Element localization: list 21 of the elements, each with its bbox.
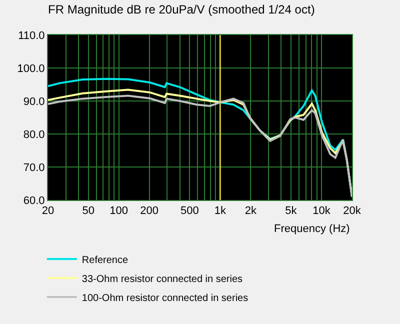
x-tick-label: 100 bbox=[110, 205, 128, 218]
y-tick-label: 80.0 bbox=[23, 128, 45, 141]
y-tick-label: 70.0 bbox=[23, 162, 45, 174]
x-tick-label: 200 bbox=[140, 205, 159, 218]
y-tick-label: 110.0 bbox=[18, 30, 45, 42]
x-tick-label: 1k bbox=[214, 205, 226, 218]
legend-label: 100-Ohm resistor connected in series bbox=[82, 292, 248, 304]
x-axis-title: Frequency (Hz) bbox=[274, 223, 350, 235]
y-tick-label: 100.0 bbox=[17, 62, 45, 75]
legend-label: Reference bbox=[82, 254, 128, 266]
legend-label: 33-Ohm resistor connected in series bbox=[82, 274, 243, 285]
chart-title: FR Magnitude dB re 20uPa/V (smoothed 1/24 oct) bbox=[48, 2, 315, 16]
x-tick-label: 10k bbox=[312, 205, 331, 218]
x-tick-label: 2k bbox=[244, 205, 257, 218]
x-tick-label: 20k bbox=[343, 205, 362, 218]
x-tick-label: 50 bbox=[82, 205, 94, 218]
x-tick-label: 20 bbox=[42, 205, 54, 218]
y-tick-label: 90.0 bbox=[23, 96, 45, 108]
y-tick-label: 60.0 bbox=[23, 194, 45, 207]
x-tick-label: 500 bbox=[180, 205, 199, 218]
x-tick-label: 5k bbox=[285, 205, 298, 218]
